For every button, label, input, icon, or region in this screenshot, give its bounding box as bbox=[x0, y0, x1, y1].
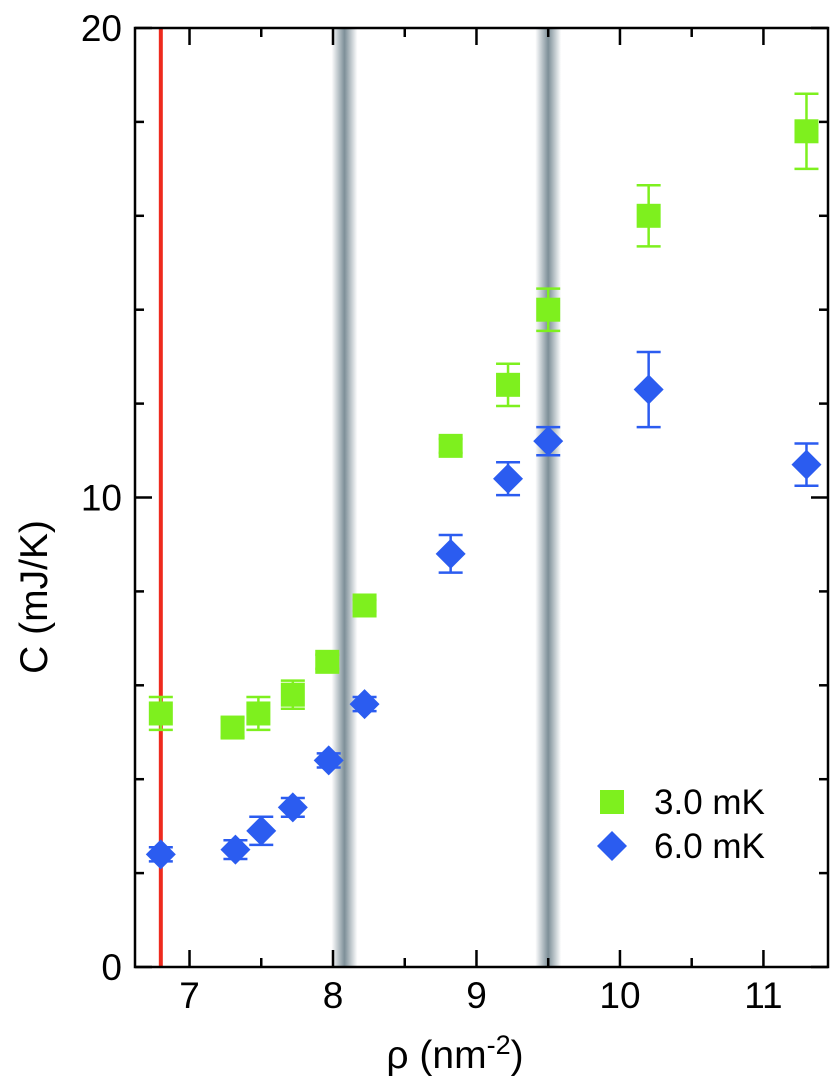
data-point bbox=[438, 433, 463, 458]
legend-marker-2 bbox=[597, 831, 627, 861]
data-point bbox=[280, 682, 305, 707]
y-tick-label: 20 bbox=[81, 8, 122, 49]
legend-label-1: 3.0 mK bbox=[654, 783, 765, 822]
data-point bbox=[220, 834, 251, 865]
x-tick-label: 10 bbox=[599, 975, 640, 1016]
x-tick-label: 7 bbox=[179, 975, 200, 1016]
y-tick-label: 10 bbox=[81, 478, 122, 519]
data-point bbox=[148, 701, 173, 726]
x-axis-label: ρ (nm-2) bbox=[386, 1030, 523, 1077]
tick-labels-layer: 7 8 9 10 11 0 10 20 bbox=[81, 8, 783, 1016]
ticks-layer bbox=[135, 26, 828, 969]
data-point bbox=[435, 538, 466, 569]
y-axis-label: C (mJ/K) bbox=[13, 520, 56, 674]
x-tick-label: 9 bbox=[466, 975, 487, 1016]
shaded-band-1 bbox=[331, 28, 358, 967]
data-point bbox=[533, 426, 564, 457]
data-layer bbox=[145, 92, 822, 870]
x-tick-label: 11 bbox=[744, 975, 782, 1016]
x-axis-label-exponent: -2 bbox=[487, 1030, 511, 1060]
data-point bbox=[313, 745, 344, 776]
legend-marker-1 bbox=[600, 790, 624, 814]
legend-label-2: 6.0 mK bbox=[654, 827, 765, 866]
shaded-bands bbox=[331, 28, 562, 967]
data-point bbox=[636, 203, 661, 228]
x-tick-label: 8 bbox=[323, 975, 344, 1016]
data-point bbox=[220, 715, 245, 740]
x-axis-label-close: ) bbox=[511, 1034, 524, 1077]
shaded-band-2 bbox=[535, 28, 562, 967]
data-point bbox=[493, 463, 524, 494]
x-axis-label-main: ρ (nm bbox=[386, 1034, 486, 1077]
data-point bbox=[794, 119, 819, 144]
data-point bbox=[791, 449, 822, 480]
data-point bbox=[536, 297, 561, 322]
data-point bbox=[633, 374, 664, 405]
data-point bbox=[246, 815, 277, 846]
data-point bbox=[349, 689, 380, 720]
data-point bbox=[145, 839, 176, 870]
legend: 3.0 mK 6.0 mK bbox=[597, 783, 765, 866]
data-point bbox=[315, 649, 340, 674]
series-1 bbox=[148, 92, 819, 740]
series-2 bbox=[145, 350, 822, 870]
y-tick-label: 0 bbox=[101, 947, 122, 988]
data-point bbox=[496, 372, 521, 397]
data-point bbox=[352, 593, 377, 618]
data-point bbox=[277, 792, 308, 823]
data-point bbox=[246, 701, 271, 726]
